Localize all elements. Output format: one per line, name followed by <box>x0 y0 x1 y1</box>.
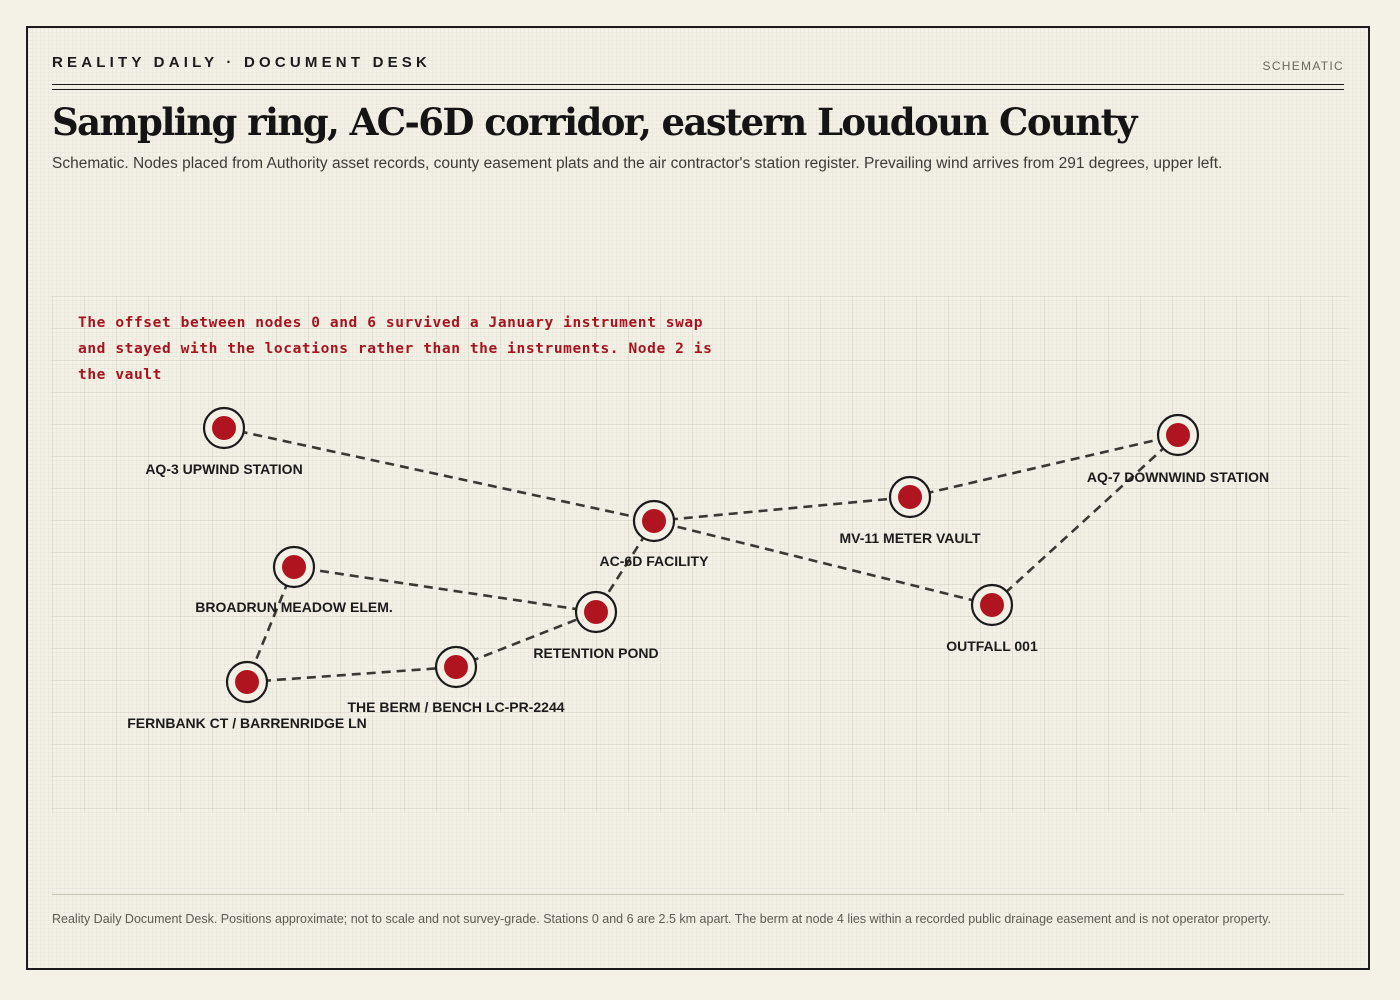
diagram-grid <box>52 296 1348 812</box>
page-dek: Schematic. Nodes placed from Authority a… <box>52 155 1223 172</box>
node-label-broadrun: BROADRUN MEADOW ELEM. <box>195 599 393 615</box>
node-dot <box>980 593 1004 617</box>
node-dot <box>444 655 468 679</box>
node-dot <box>584 600 608 624</box>
edge-ac6d-mv11 <box>653 495 911 523</box>
node-aq3: AQ-3 UPWIND STATION <box>145 406 303 477</box>
edge-retention-broadrun <box>293 565 597 614</box>
node-dot <box>1166 423 1190 447</box>
node-aq7: AQ-7 DOWNWIND STATION <box>1087 413 1269 485</box>
network-diagram: AQ-3 UPWIND STATION AC-6D FACILITY MV-11 M… <box>127 406 1269 731</box>
node-ac6d: AC-6D FACILITY <box>600 499 710 569</box>
node-label-berm: THE BERM / BENCH LC-PR-2244 <box>347 699 564 715</box>
footer-rule <box>52 894 1344 895</box>
page-title: Sampling ring, AC-6D corridor, eastern L… <box>52 100 1138 144</box>
node-berm: THE BERM / BENCH LC-PR-2244 <box>347 645 565 715</box>
node-retention: RETENTION POND <box>533 590 659 661</box>
node-broadrun: BROADRUN MEADOW ELEM. <box>195 545 393 615</box>
node-dot <box>212 416 236 440</box>
edge-berm-retention <box>455 610 597 669</box>
header-rule <box>52 84 1344 90</box>
node-dot <box>642 509 666 533</box>
node-outfall: OUTFALL 001 <box>946 583 1038 654</box>
node-label-aq7: AQ-7 DOWNWIND STATION <box>1087 469 1269 485</box>
node-label-mv11: MV-11 METER VAULT <box>839 530 981 546</box>
edge-outfall-ac6d <box>653 519 993 607</box>
node-label-ac6d: AC-6D FACILITY <box>600 553 710 569</box>
node-label-fernbank: FERNBANK CT / BARRENRIDGE LN <box>127 715 367 731</box>
masthead: REALITY DAILY · DOCUMENT DESK <box>52 54 432 71</box>
footer-note: Reality Daily Document Desk. Positions a… <box>52 912 1271 926</box>
node-label-retention: RETENTION POND <box>533 645 658 661</box>
node-label-aq3: AQ-3 UPWIND STATION <box>145 461 302 477</box>
edges-layer <box>223 426 1179 684</box>
node-fernbank: FERNBANK CT / BARRENRIDGE LN <box>127 660 367 731</box>
node-label-outfall: OUTFALL 001 <box>946 638 1038 654</box>
edge-aq3-ac6d <box>223 426 655 523</box>
node-dot <box>282 555 306 579</box>
node-dot <box>898 485 922 509</box>
annotation-note: The offset between nodes 0 and 6 survive… <box>78 315 713 383</box>
document-frame: REALITY DAILY · DOCUMENT DESK SCHEMATIC … <box>26 26 1370 970</box>
edge-mv11-aq7 <box>909 433 1179 499</box>
edge-aq7-outfall <box>991 434 1179 606</box>
nodes-layer: AQ-3 UPWIND STATION AC-6D FACILITY MV-11 M… <box>127 406 1269 731</box>
node-dot <box>235 670 259 694</box>
node-mv11: MV-11 METER VAULT <box>839 475 981 546</box>
edge-fernbank-berm <box>246 665 457 684</box>
schematic-tag: SCHEMATIC <box>1262 59 1344 73</box>
